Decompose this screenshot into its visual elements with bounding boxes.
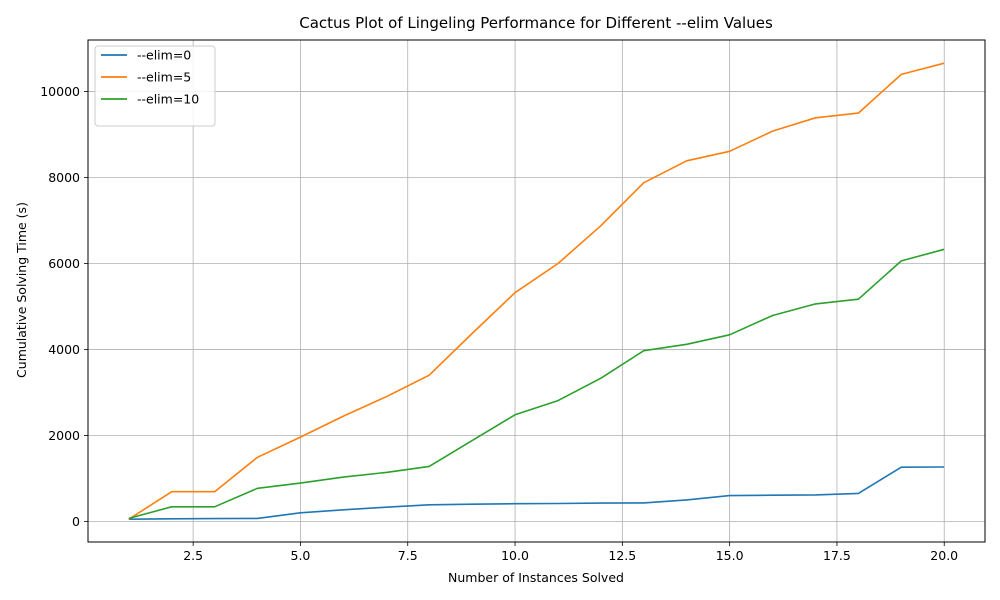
y-tick-label: 2000 bbox=[48, 428, 80, 443]
series-line-1 bbox=[128, 466, 945, 520]
x-ticks: 2.5 5.0 7.5 10.0 12.5 15.0 17.5 20.0 bbox=[183, 542, 958, 563]
x-tick-label: 10.0 bbox=[501, 548, 529, 563]
x-tick-label: 17.5 bbox=[823, 548, 851, 563]
x-axis-label: Number of Instances Solved bbox=[448, 570, 624, 585]
x-tick-label: 20.0 bbox=[930, 548, 958, 563]
x-tick-label: 2.5 bbox=[183, 548, 203, 563]
series-line-2 bbox=[128, 62, 945, 520]
legend-label: --elim=0 bbox=[137, 48, 191, 63]
legend-label: --elim=5 bbox=[137, 70, 191, 85]
y-axis-label: Cumulative Solving Time (s) bbox=[14, 202, 29, 378]
y-ticks: 0 2000 4000 6000 8000 10000 bbox=[40, 84, 88, 529]
y-tick-label: 0 bbox=[72, 514, 80, 529]
y-tick-label: 4000 bbox=[48, 342, 80, 357]
x-tick-label: 7.5 bbox=[398, 548, 418, 563]
y-tick-label: 10000 bbox=[40, 84, 80, 99]
series-line-3 bbox=[128, 248, 945, 520]
chart-title: Cactus Plot of Lingeling Performance for… bbox=[299, 14, 773, 32]
legend-box bbox=[94, 45, 216, 127]
grid bbox=[88, 40, 985, 542]
y-tick-label: 8000 bbox=[48, 170, 80, 185]
x-tick-label: 5.0 bbox=[291, 548, 311, 563]
legend: --elim=0 --elim=5 --elim=10 bbox=[94, 45, 216, 127]
plot-frame bbox=[87, 39, 986, 543]
x-tick-label: 15.0 bbox=[716, 548, 744, 563]
series-layer bbox=[128, 62, 945, 520]
x-tick-label: 12.5 bbox=[608, 548, 636, 563]
legend-label: --elim=10 bbox=[137, 92, 199, 107]
y-tick-label: 6000 bbox=[48, 256, 80, 271]
